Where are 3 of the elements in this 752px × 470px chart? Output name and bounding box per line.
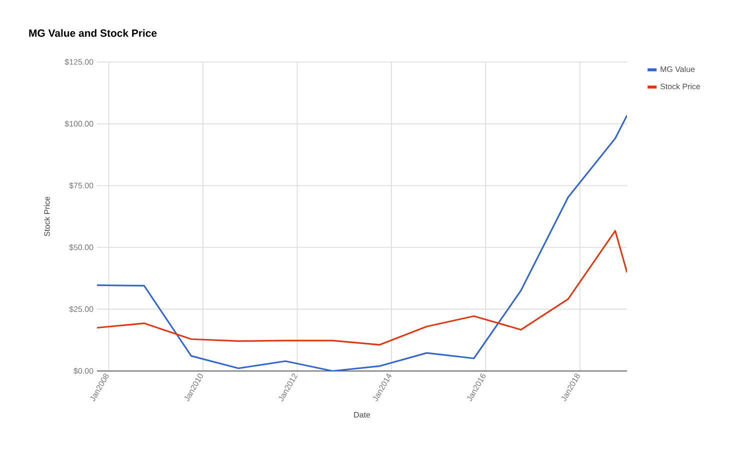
line-series bbox=[97, 230, 628, 346]
chart-title: MG Value and Stock Price bbox=[29, 29, 157, 37]
line-series bbox=[97, 114, 628, 371]
